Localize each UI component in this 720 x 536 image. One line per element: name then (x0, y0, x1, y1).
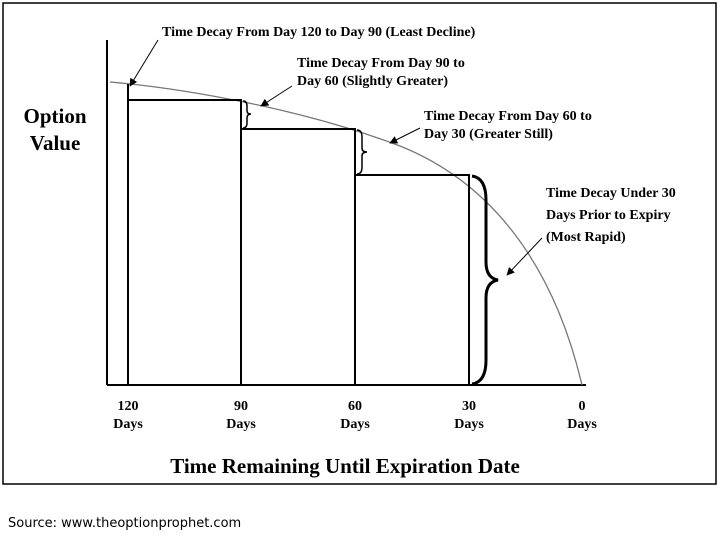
decay-curve (109, 81, 583, 386)
frame (2, 2, 717, 485)
annotation: Day 30 (Greater Still) (424, 127, 553, 142)
x-tick-unit: Days (454, 417, 484, 432)
x-tick-label: 30 (462, 399, 476, 414)
source: Source: www.theoptionprophet.com (8, 516, 241, 531)
x-axis-title: Time Remaining Until Expiration Date (170, 454, 520, 478)
braces (242, 100, 499, 386)
arrows (129, 39, 543, 276)
x-tick-unit: Days (113, 417, 143, 432)
annotation: Time Decay From Day 120 to Day 90 (Least… (162, 25, 476, 40)
annotation: Day 60 (Slightly Greater) (297, 74, 448, 89)
y-axis-label: Option (23, 104, 86, 128)
x-tick-label: 60 (348, 399, 362, 414)
x-tick-unit: Days (340, 417, 370, 432)
annotation: Time Decay From Day 90 to (297, 56, 465, 71)
value-steps (127, 84, 470, 386)
x-tick-label: 0 (579, 399, 586, 414)
annotation: Time Decay Under 30 (546, 186, 676, 201)
x-tick-label: 90 (234, 399, 248, 414)
annotation: Time Decay From Day 60 to (424, 109, 592, 124)
x-tick-label: 120 (118, 399, 139, 414)
x-tick-unit: Days (567, 417, 597, 432)
annotation: Days Prior to Expiry (546, 208, 671, 223)
x-tick-unit: Days (226, 417, 256, 432)
y-axis-label: Value (30, 131, 81, 155)
annotation: (Most Rapid) (546, 230, 626, 245)
